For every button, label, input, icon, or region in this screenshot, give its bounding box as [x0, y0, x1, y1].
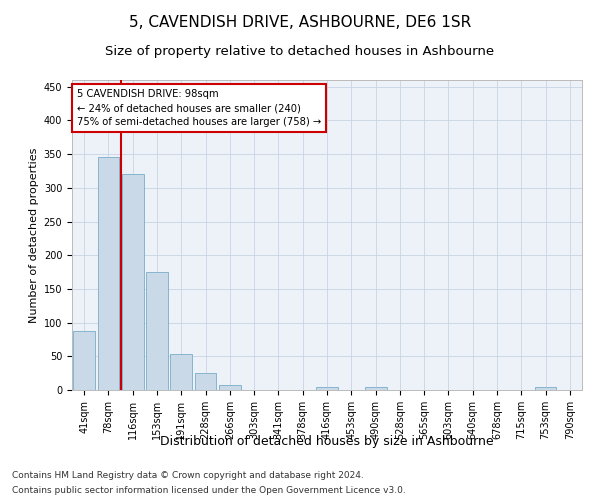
Text: Size of property relative to detached houses in Ashbourne: Size of property relative to detached ho… [106, 45, 494, 58]
Bar [97, 157, 119, 390]
Bar [365, 386, 386, 390]
Bar [535, 388, 556, 390]
Bar [73, 330, 95, 390]
Bar [122, 174, 143, 390]
Text: Contains public sector information licensed under the Open Government Licence v3: Contains public sector information licen… [12, 486, 406, 495]
Text: 5, CAVENDISH DRIVE, ASHBOURNE, DE6 1SR: 5, CAVENDISH DRIVE, ASHBOURNE, DE6 1SR [129, 15, 471, 30]
Bar [146, 272, 168, 390]
Text: Contains HM Land Registry data © Crown copyright and database right 2024.: Contains HM Land Registry data © Crown c… [12, 471, 364, 480]
Bar [170, 354, 192, 390]
Bar [194, 373, 217, 390]
Y-axis label: Number of detached properties: Number of detached properties [29, 148, 40, 322]
Text: Distribution of detached houses by size in Ashbourne: Distribution of detached houses by size … [160, 435, 494, 448]
Bar [316, 388, 338, 390]
Bar [219, 384, 241, 390]
Text: 5 CAVENDISH DRIVE: 98sqm
← 24% of detached houses are smaller (240)
75% of semi-: 5 CAVENDISH DRIVE: 98sqm ← 24% of detach… [77, 90, 322, 128]
